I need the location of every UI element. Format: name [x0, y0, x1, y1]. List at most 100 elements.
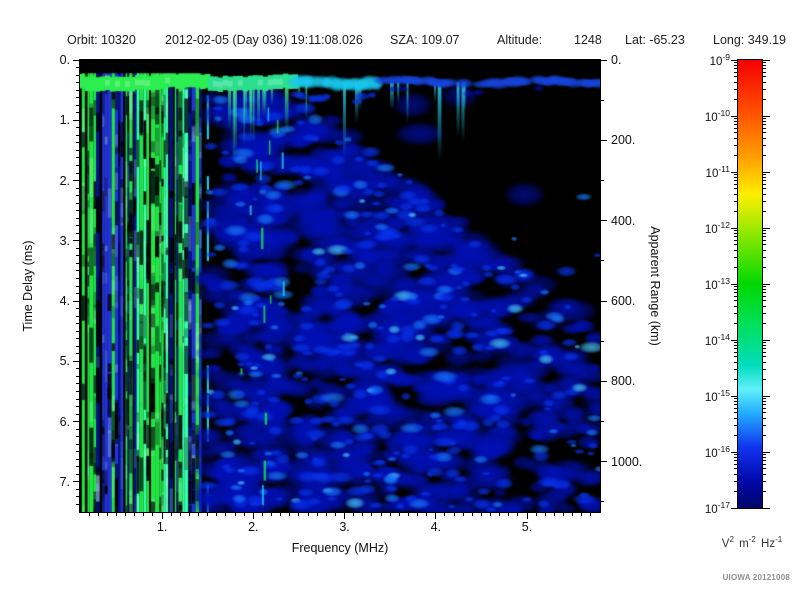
colorbar-tick — [763, 395, 770, 397]
x-axis-minor-tick — [362, 513, 364, 516]
colorbar-tick-label: 10-14 — [704, 332, 730, 348]
x-axis-minor-tick — [471, 513, 473, 516]
colorbar-minor-tick — [763, 454, 766, 456]
x-axis-minor-tick — [462, 513, 464, 516]
x-axis-minor-tick — [417, 513, 419, 516]
header-altitude-label: Altitude: — [497, 33, 543, 47]
header-long: Long: 349.19 — [713, 33, 786, 47]
colorbar-minor-tick — [763, 456, 766, 458]
y2-tick-label: 600. — [611, 294, 636, 309]
colorbar-minor-tick — [763, 137, 766, 139]
y-tick-label: 0. — [59, 53, 70, 67]
colorbar-minor-tick — [763, 356, 766, 358]
x-axis-minor-tick — [271, 513, 273, 516]
x-tick-label: 5. — [521, 520, 533, 534]
y-axis-title: Time Delay (ms) — [21, 240, 35, 332]
x-axis-minor-tick — [170, 513, 172, 516]
x-axis-minor-tick — [143, 513, 145, 516]
y2-axis-tick — [601, 461, 607, 463]
colorbar-minor-tick — [763, 490, 766, 492]
x-axis-minor-tick — [499, 513, 501, 516]
x-axis-minor-tick — [398, 513, 400, 516]
colorbar-minor-tick — [763, 144, 766, 146]
x-axis-minor-tick — [152, 513, 154, 516]
colorbar-minor-tick — [763, 424, 766, 426]
x-axis-minor-tick — [426, 513, 428, 516]
plot-frame — [79, 59, 601, 513]
x-axis-minor-tick — [553, 513, 555, 516]
y2-axis-tick — [601, 380, 607, 382]
colorbar-minor-tick — [763, 236, 766, 238]
x-axis-minor-tick — [106, 513, 108, 516]
colorbar-minor-tick — [763, 81, 766, 83]
colorbar-minor-tick — [763, 400, 766, 402]
colorbar-tick — [763, 451, 770, 453]
x-tick-label: 3. — [339, 520, 350, 534]
x-axis-minor-tick — [353, 513, 355, 516]
colorbar-minor-tick — [763, 322, 766, 324]
colorbar-minor-tick — [763, 239, 766, 241]
x-axis-minor-tick — [179, 513, 181, 516]
colorbar-minor-tick — [763, 232, 766, 234]
x-axis-minor-tick — [188, 513, 190, 516]
colorbar-tick-label: 10-15 — [704, 388, 730, 404]
colorbar-tick-label: 10-10 — [704, 108, 730, 124]
colorbar-minor-tick — [763, 288, 766, 290]
x-axis-minor-tick — [234, 513, 236, 516]
colorbar-minor-tick — [763, 398, 766, 400]
x-axis-minor-tick — [389, 513, 391, 516]
x-axis-minor-tick — [407, 513, 409, 516]
colorbar-tick-label: 10-9 — [709, 52, 730, 68]
x-axis-minor-tick — [334, 513, 336, 516]
header-altitude-value: 1248 — [574, 33, 602, 47]
header-sza: SZA: 109.07 — [390, 33, 460, 47]
colorbar-tick-label: 10-13 — [704, 276, 730, 292]
colorbar-minor-tick — [763, 368, 766, 370]
colorbar-minor-tick — [763, 312, 766, 314]
colorbar-minor-tick — [763, 468, 766, 470]
colorbar-minor-tick — [763, 88, 766, 90]
x-tick-label: 2. — [248, 520, 259, 534]
colorbar-minor-tick — [763, 480, 766, 482]
header-orbit: Orbit: 10320 — [67, 33, 136, 47]
x-axis-minor-tick — [535, 513, 537, 516]
colorbar-minor-tick — [763, 188, 766, 190]
colorbar-minor-tick — [763, 361, 766, 363]
y2-axis-tick — [601, 300, 607, 302]
colorbar-minor-tick — [763, 412, 766, 414]
colorbar-tick — [763, 59, 770, 61]
colorbar-tick — [763, 339, 770, 341]
y2-axis-minor-tick — [601, 501, 604, 503]
colorbar-tick-label: 10-12 — [704, 220, 730, 236]
y2-axis-title: Apparent Range (km) — [648, 226, 662, 346]
attribution: UIOWA 20121008 — [722, 573, 790, 582]
x-axis-title: Frequency (MHz) — [291, 541, 389, 555]
colorbar-minor-tick — [763, 256, 766, 258]
y2-axis-minor-tick — [601, 340, 604, 342]
colorbar-minor-tick — [763, 120, 766, 122]
x-tick-label: 4. — [430, 520, 441, 534]
x-axis-tick — [435, 513, 437, 519]
x-axis-tick — [526, 513, 528, 519]
y2-axis-minor-tick — [601, 99, 604, 101]
y2-tick-label: 1000. — [611, 454, 643, 469]
x-axis-minor-tick — [289, 513, 291, 516]
colorbar-minor-tick — [763, 210, 766, 212]
colorbar-minor-tick — [763, 300, 766, 302]
x-axis-minor-tick — [581, 513, 583, 516]
y2-tick-label: 0. — [611, 53, 622, 67]
x-axis-minor-tick — [298, 513, 300, 516]
y2-axis-tick — [601, 220, 607, 222]
colorbar-minor-tick — [763, 76, 766, 78]
x-axis-minor-tick — [316, 513, 318, 516]
colorbar-units: V2 m-2 Hz-1 — [721, 535, 783, 550]
colorbar-minor-tick — [763, 71, 766, 73]
colorbar-tick — [763, 115, 770, 117]
colorbar-minor-tick — [763, 244, 766, 246]
colorbar-tick-label: 10-16 — [704, 444, 730, 460]
x-axis-minor-tick — [572, 513, 574, 516]
x-axis-tick — [161, 513, 163, 519]
y2-tick-label: 800. — [611, 374, 636, 389]
header-lat: Lat: -65.23 — [625, 33, 685, 47]
